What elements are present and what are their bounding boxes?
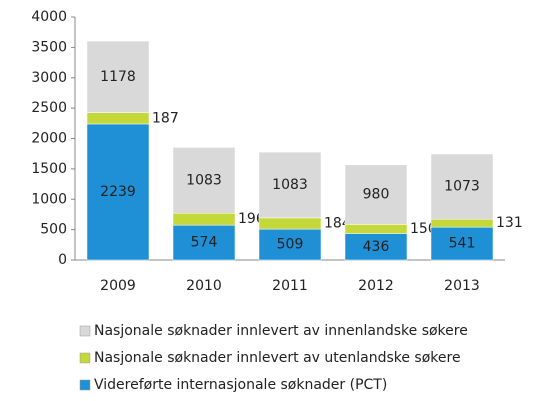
legend-label: Nasjonale søknader innlevert av innenlan…: [94, 323, 468, 339]
y-tick-label: 500: [40, 222, 67, 238]
legend-swatch: [79, 352, 91, 364]
legend-swatch: [79, 325, 91, 337]
data-label: 436: [363, 239, 390, 255]
bar-segment: [258, 217, 322, 230]
data-label: 150: [410, 221, 437, 237]
data-label: 541: [449, 236, 476, 252]
bar-segment: [86, 112, 150, 125]
data-label: 2239: [100, 184, 136, 200]
x-tick-label: 2011: [272, 278, 308, 294]
y-tick-label: 1500: [31, 161, 67, 177]
bar-segment: [86, 123, 150, 261]
data-label: 509: [277, 237, 304, 253]
data-label: 574: [191, 235, 218, 251]
y-tick-label: 3000: [31, 70, 67, 86]
bar-segment: [430, 218, 494, 228]
bar-segment: [430, 153, 494, 220]
x-tick-label: 2010: [186, 278, 222, 294]
y-tick-label: 3500: [31, 39, 67, 55]
bar-segment: [258, 228, 322, 261]
legend-label: Videreførte internasjonale søknader (PCT…: [94, 377, 387, 393]
bar-segment: [344, 233, 408, 261]
data-label: 184: [324, 215, 351, 231]
data-label: 1083: [272, 177, 308, 193]
y-tick-label: 2000: [31, 131, 67, 147]
x-tick-label: 2009: [100, 278, 136, 294]
data-label: 1073: [444, 179, 480, 195]
legend-label: Nasjonale søknader innlevert av utenland…: [94, 350, 461, 366]
data-label: 1083: [186, 172, 222, 188]
data-label: 131: [496, 215, 523, 231]
data-label: 187: [152, 110, 179, 126]
x-tick-label: 2013: [444, 278, 480, 294]
bar-segment: [344, 224, 408, 234]
legend-swatch: [79, 379, 91, 391]
y-tick-label: 1000: [31, 191, 67, 207]
data-label: 196: [238, 211, 265, 227]
y-tick-label: 0: [58, 252, 67, 268]
y-tick-label: 4000: [31, 9, 67, 25]
bar-segment: [172, 224, 236, 261]
data-label: 1178: [100, 69, 136, 85]
bar-segment: [172, 147, 236, 214]
bar-segment: [430, 226, 494, 261]
bar-segment: [344, 164, 408, 225]
x-tick-label: 2012: [358, 278, 394, 294]
y-tick-label: 2500: [31, 100, 67, 116]
bar-segment: [86, 40, 150, 113]
data-label: 980: [363, 187, 390, 203]
bar-segment: [258, 151, 322, 219]
bar-segment: [172, 212, 236, 226]
